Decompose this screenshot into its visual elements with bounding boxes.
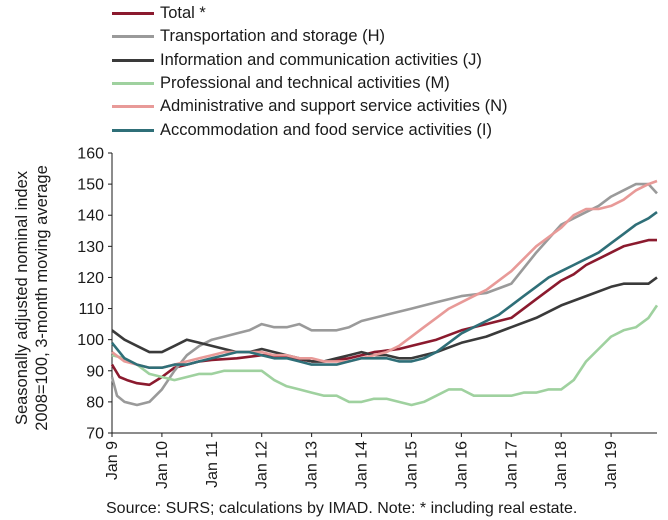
series-line-1 (110, 182, 658, 407)
x-tick-label: Jan 12 (254, 441, 271, 489)
legend-swatch-information (112, 58, 154, 62)
y-tick-label: 150 (77, 177, 104, 194)
y-axis-title-line2: 2008=100, 3-month moving average (33, 164, 51, 431)
y-tick-label: 90 (86, 363, 104, 380)
legend-item-information: Information and communication activities… (112, 49, 508, 72)
legend-label-total: Total * (160, 4, 206, 23)
legend-swatch-administrative (112, 105, 154, 109)
y-tick-label: 70 (86, 426, 104, 443)
legend-label-professional: Professional and technical activities (M… (160, 74, 450, 93)
source-note: Source: SURS; calculations by IMAD. Note… (106, 500, 578, 517)
y-tick-label: 140 (77, 208, 104, 225)
x-tick-label: Jan 17 (503, 441, 520, 489)
y-axis-title-line1: Seasonally adjusted nominal index (13, 170, 31, 425)
legend-item-professional: Professional and technical activities (M… (112, 72, 508, 95)
y-tick-label: 120 (77, 270, 104, 287)
x-tick-label: Jan 13 (304, 441, 321, 489)
series-lines (110, 179, 659, 407)
x-tick-label: Jan 10 (154, 441, 171, 489)
y-axis-title: Seasonally adjusted nominal index 2008=1… (2, 150, 62, 445)
x-tick-label: Jan 9 (104, 441, 121, 480)
x-tick-label: Jan 14 (354, 441, 371, 489)
y-tick-label: 80 (86, 394, 104, 411)
legend-swatch-accommodation (112, 128, 154, 132)
legend-label-accommodation: Accommodation and food service activitie… (160, 120, 492, 139)
series-line-3 (111, 304, 659, 407)
legend-item-accommodation: Accommodation and food service activitie… (112, 118, 508, 141)
y-tick-label: 160 (77, 146, 104, 163)
x-tick-label: Jan 16 (453, 441, 470, 489)
legend-label-information: Information and communication activities… (160, 50, 482, 69)
series-line-5 (110, 211, 658, 370)
legend-item-transportation: Transportation and storage (H) (112, 25, 508, 48)
legend-label-administrative: Administrative and support service activ… (160, 97, 508, 116)
x-tick-label: Jan 11 (204, 441, 221, 488)
y-tick-label: 100 (77, 332, 104, 349)
series-line-4 (111, 179, 658, 370)
y-tick-label: 110 (78, 301, 104, 318)
legend-item-total: Total * (112, 2, 508, 25)
x-tick-label: Jan 15 (403, 441, 420, 489)
legend-item-administrative: Administrative and support service activ… (112, 95, 508, 118)
chart-legend: Total * Transportation and storage (H) I… (112, 2, 508, 142)
legend-swatch-total (112, 12, 154, 16)
x-tick-label: Jan 19 (603, 441, 620, 489)
legend-swatch-transportation (112, 35, 154, 39)
x-tick-label: Jan 18 (553, 441, 570, 489)
legend-swatch-professional (112, 82, 154, 86)
y-tick-label: 130 (77, 239, 104, 256)
legend-label-transportation: Transportation and storage (H) (160, 27, 385, 46)
series-line-2 (111, 276, 658, 363)
